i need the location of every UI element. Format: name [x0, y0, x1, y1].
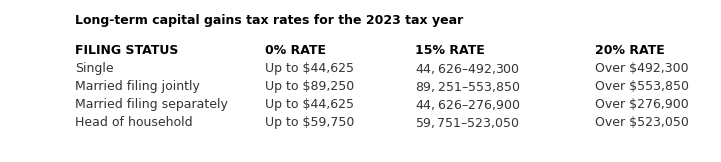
Text: Up to $44,625: Up to $44,625 — [265, 98, 354, 111]
Text: Up to $59,750: Up to $59,750 — [265, 116, 355, 129]
Text: Over $553,850: Over $553,850 — [595, 80, 689, 93]
Text: FILING STATUS: FILING STATUS — [75, 44, 178, 57]
Text: Up to $89,250: Up to $89,250 — [265, 80, 354, 93]
Text: $89,251 – $553,850: $89,251 – $553,850 — [415, 80, 521, 94]
Text: Married filing separately: Married filing separately — [75, 98, 228, 111]
Text: 0% RATE: 0% RATE — [265, 44, 326, 57]
Text: 15% RATE: 15% RATE — [415, 44, 485, 57]
Text: $59,751 – $523,050: $59,751 – $523,050 — [415, 116, 520, 130]
Text: Long-term capital gains tax rates for the 2023 tax year: Long-term capital gains tax rates for th… — [75, 14, 464, 27]
Text: Head of household: Head of household — [75, 116, 193, 129]
Text: Over $492,300: Over $492,300 — [595, 62, 689, 75]
Text: $44,626 – $492,300: $44,626 – $492,300 — [415, 62, 520, 76]
Text: 20% RATE: 20% RATE — [595, 44, 665, 57]
Text: Up to $44,625: Up to $44,625 — [265, 62, 354, 75]
Text: $44,626 – $276,900: $44,626 – $276,900 — [415, 98, 521, 112]
Text: Over $276,900: Over $276,900 — [595, 98, 689, 111]
Text: Over $523,050: Over $523,050 — [595, 116, 689, 129]
Text: Single: Single — [75, 62, 114, 75]
Text: Married filing jointly: Married filing jointly — [75, 80, 200, 93]
